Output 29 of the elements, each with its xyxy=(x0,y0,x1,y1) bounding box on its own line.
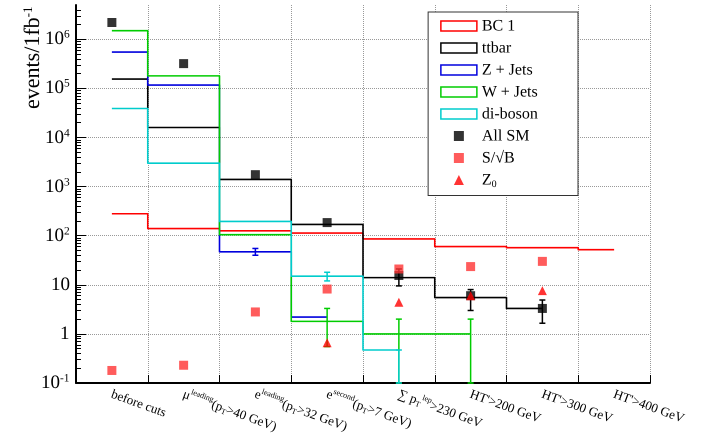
point xyxy=(179,59,188,68)
point xyxy=(466,262,476,272)
point xyxy=(394,298,404,307)
point xyxy=(107,18,116,28)
point xyxy=(179,360,188,370)
point xyxy=(538,286,547,296)
legend-label: ttbar xyxy=(482,40,512,56)
point xyxy=(538,304,547,313)
point xyxy=(538,256,547,266)
point xyxy=(250,170,260,180)
y-tick-label: 10$^{3}$ xyxy=(45,176,70,197)
legend-label: W + Jets xyxy=(482,84,538,100)
y-tick-label: 1 xyxy=(60,322,70,344)
y-tick-label: 10$^{-1}$ xyxy=(41,372,70,393)
legend-label: Z + Jets xyxy=(482,62,533,78)
legend-label: All SM xyxy=(482,128,530,144)
legend-label: BC 1 xyxy=(482,18,516,34)
point xyxy=(250,307,260,316)
point xyxy=(322,284,332,294)
point xyxy=(322,218,332,228)
y-tick-label: 10$^{5}$ xyxy=(45,77,70,98)
y-tick-label: 10 xyxy=(51,274,70,295)
y-tick-label: 10$^{4}$ xyxy=(45,126,70,148)
point xyxy=(107,366,116,375)
y-tick-label: 10$^{6}$ xyxy=(45,28,70,50)
x-tick-label: before cuts xyxy=(109,386,168,420)
legend-label: di-boson xyxy=(482,106,538,122)
legend-label: S/√B xyxy=(482,150,515,166)
y-tick-label: 10$^{2}$ xyxy=(45,224,70,246)
